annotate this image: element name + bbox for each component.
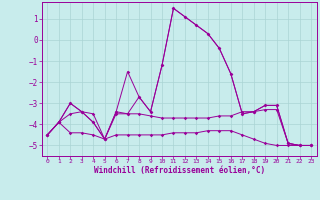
X-axis label: Windchill (Refroidissement éolien,°C): Windchill (Refroidissement éolien,°C) <box>94 166 265 175</box>
